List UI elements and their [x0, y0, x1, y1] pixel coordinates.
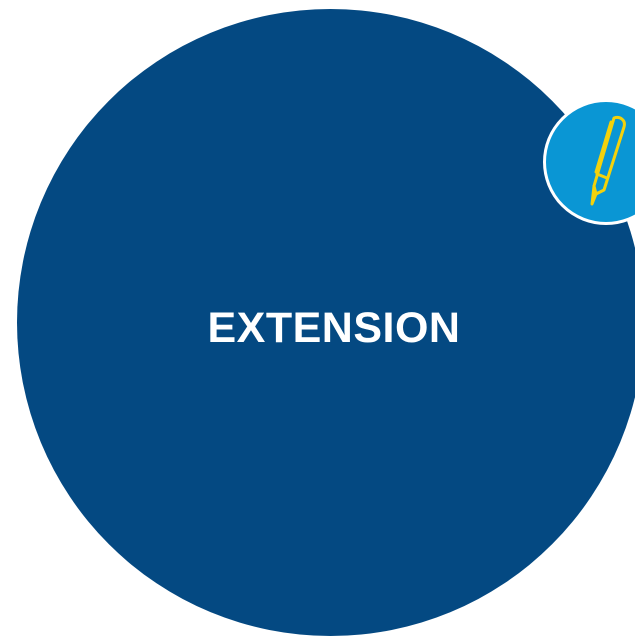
pen-icon: [590, 116, 626, 206]
pen-band: [595, 172, 609, 180]
extension-heading: EXTENSION: [207, 304, 461, 352]
pen-tip: [590, 184, 598, 206]
pen-clip: [594, 120, 613, 174]
main-circle: [17, 9, 635, 636]
pen-badge: [543, 99, 635, 225]
pen-body: [592, 116, 626, 196]
